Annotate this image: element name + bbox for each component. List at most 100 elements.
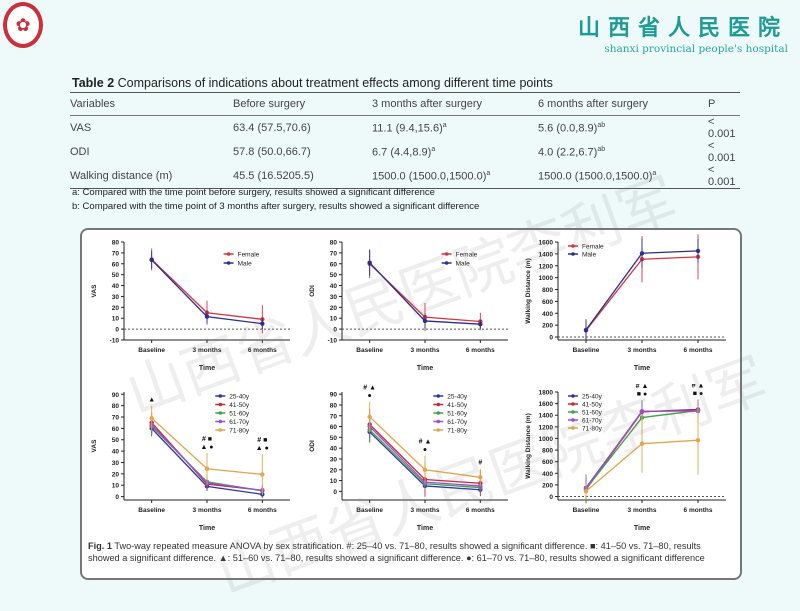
legend-label: Male bbox=[582, 252, 596, 259]
data-point-Male bbox=[695, 248, 701, 254]
legend-marker bbox=[571, 244, 575, 248]
legend-marker bbox=[436, 411, 441, 415]
data-point-71-80y bbox=[422, 467, 428, 472]
x-tick-label: 3 months bbox=[411, 507, 440, 514]
x-tick-label: 6 months bbox=[684, 507, 713, 514]
cell: < 0.001 bbox=[708, 116, 736, 140]
legend-label: 25-40y bbox=[229, 394, 250, 401]
significance-annotation: ▲ ● bbox=[256, 445, 269, 452]
legend-label: 71-80y bbox=[229, 428, 250, 435]
legend-marker bbox=[218, 411, 223, 415]
significance-annotation: ● bbox=[368, 393, 372, 400]
data-point-Male bbox=[260, 321, 265, 326]
x-axis-label: Time bbox=[634, 365, 650, 372]
x-tick-label: 3 months bbox=[193, 507, 222, 514]
y-tick-label: 10 bbox=[112, 316, 120, 323]
y-tick-label: 80 bbox=[112, 403, 120, 410]
data-point-Male bbox=[367, 260, 372, 265]
legend-label: Female bbox=[582, 244, 604, 251]
significance-annotation: ● bbox=[423, 447, 427, 454]
y-tick-label: 800 bbox=[542, 287, 553, 294]
data-point-71-80y bbox=[583, 489, 589, 494]
data-point-71-80y bbox=[639, 441, 645, 446]
y-tick-label: 50 bbox=[330, 435, 338, 442]
significance-annotation: # ■ bbox=[257, 437, 267, 444]
x-tick-label: 3 months bbox=[628, 347, 657, 354]
legend-marker bbox=[571, 252, 575, 256]
legend-label: 25-40y bbox=[447, 394, 468, 401]
y-axis-label: ODI bbox=[309, 440, 316, 452]
y-tick-label: 1400 bbox=[539, 413, 554, 420]
y-tick-label: 0 bbox=[333, 327, 337, 334]
legend-marker bbox=[571, 402, 575, 406]
cell: 4.0 (2.2,6.7)ab bbox=[538, 145, 606, 159]
cell: 11.1 (9.4,15.6)a bbox=[372, 121, 447, 135]
legend-marker bbox=[226, 261, 231, 265]
data-point-Male bbox=[204, 314, 210, 319]
y-tick-label: 10 bbox=[330, 316, 338, 323]
col-header: Before surgery bbox=[233, 98, 306, 110]
y-tick-label: 1000 bbox=[539, 436, 554, 443]
legend-marker bbox=[226, 252, 231, 256]
legend-marker bbox=[218, 428, 223, 432]
legend-label: 51-60y bbox=[229, 411, 250, 418]
legend-marker bbox=[571, 418, 575, 422]
legend-marker bbox=[218, 402, 223, 407]
legend-label: 25-40y bbox=[582, 394, 603, 401]
y-tick-label: 70 bbox=[330, 413, 338, 420]
y-axis-label: Walking Distance (m) bbox=[525, 258, 532, 324]
y-tick-label: 200 bbox=[542, 323, 553, 330]
cell: < 0.001 bbox=[708, 140, 736, 164]
legend-label: 51-60y bbox=[582, 410, 603, 417]
cell: Walking distance (m) bbox=[70, 170, 173, 182]
legend-label: 71-80y bbox=[447, 428, 468, 435]
y-tick-label: 1200 bbox=[539, 424, 554, 431]
significance-annotation: ▲ ● bbox=[200, 444, 213, 451]
y-tick-label: 600 bbox=[542, 459, 553, 466]
legend-label: 41-50y bbox=[229, 402, 250, 409]
significance-annotation: # ▲ bbox=[636, 384, 649, 390]
x-tick-label: 6 months bbox=[248, 347, 277, 354]
figure-caption: Fig. 1 Two-way repeated measure ANOVA by… bbox=[88, 541, 705, 563]
y-tick-label: 400 bbox=[542, 311, 553, 318]
table-row: ODI 57.8 (50.0,66.7) 6.7 (4.4,8.9)a 4.0 … bbox=[70, 140, 740, 164]
results-table: Variables Before surgery 3 months after … bbox=[70, 92, 740, 189]
legend-label: 71-80y bbox=[582, 426, 603, 433]
y-tick-label: 200 bbox=[542, 482, 553, 489]
x-tick-label: Baseline bbox=[138, 347, 165, 354]
hospital-logo: ✿ bbox=[3, 2, 43, 48]
cell: 5.6 (0.0,8.9)ab bbox=[538, 121, 606, 135]
x-tick-label: 6 months bbox=[684, 347, 713, 354]
x-tick-label: 3 months bbox=[193, 347, 222, 354]
data-point-71-80y bbox=[204, 466, 210, 471]
legend-marker bbox=[571, 410, 575, 414]
legend-marker bbox=[436, 419, 441, 424]
cell: 1500.0 (1500.0,1500.0)a bbox=[538, 169, 657, 183]
y-tick-label: 1200 bbox=[539, 263, 554, 270]
y-tick-label: 0 bbox=[549, 335, 553, 342]
significance-annotation: ■ ● bbox=[637, 391, 647, 398]
x-axis-label: Time bbox=[199, 365, 215, 372]
significance-annotation: # ■ bbox=[202, 436, 212, 443]
y-tick-label: 400 bbox=[542, 471, 553, 478]
y-tick-label: 30 bbox=[112, 294, 120, 301]
y-tick-label: 1600 bbox=[539, 401, 554, 408]
y-axis-label: VAS bbox=[91, 439, 98, 453]
data-point-71-80y bbox=[695, 437, 701, 443]
y-tick-label: 30 bbox=[330, 456, 338, 463]
legend-label: 41-50y bbox=[447, 402, 468, 409]
x-axis-label: Time bbox=[417, 525, 433, 532]
data-point-71-80y bbox=[367, 414, 372, 420]
cell: 1500.0 (1500.0,1500.0)a bbox=[372, 169, 491, 183]
legend-label: Female bbox=[238, 252, 260, 259]
legend-label: Female bbox=[456, 252, 478, 259]
y-tick-label: 800 bbox=[542, 448, 553, 455]
legend-marker bbox=[571, 394, 575, 398]
x-tick-label: 6 months bbox=[466, 507, 495, 514]
legend-marker bbox=[436, 428, 441, 432]
x-tick-label: Baseline bbox=[356, 347, 383, 354]
x-tick-label: 6 months bbox=[248, 507, 277, 514]
y-tick-label: 0 bbox=[549, 494, 553, 501]
chart-odi-age: 0 10 20 30 40 50 60 70 80 90 Baseline 3 months 6 mon… bbox=[309, 385, 508, 532]
x-tick-label: Baseline bbox=[573, 507, 600, 514]
